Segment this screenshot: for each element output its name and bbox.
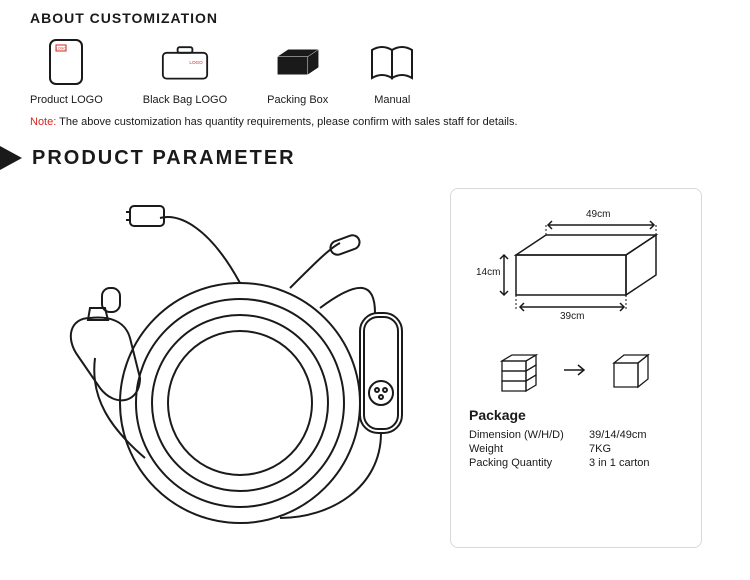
custom-item-product-logo: LOGO Product LOGO bbox=[30, 38, 103, 106]
single-carton-icon bbox=[608, 347, 654, 393]
custom-item-packing-box: Packing Box bbox=[267, 38, 328, 106]
lower-area: 49cm 14cm 39cm bbox=[30, 188, 720, 548]
note-prefix: Note: bbox=[30, 116, 56, 128]
dim-depth-label: 39cm bbox=[560, 311, 584, 322]
pkg-key: Packing Quantity bbox=[469, 457, 589, 469]
custom-item-black-bag: LOGO Black Bag LOGO bbox=[143, 38, 227, 106]
package-title: Package bbox=[469, 407, 683, 423]
package-panel: 49cm 14cm 39cm bbox=[450, 188, 702, 548]
custom-label: Black Bag LOGO bbox=[143, 94, 227, 106]
package-carton-row bbox=[469, 347, 683, 393]
stacked-cartons-icon bbox=[498, 347, 544, 393]
black-bag-icon: LOGO bbox=[161, 38, 209, 86]
pkg-key: Dimension (W/H/D) bbox=[469, 429, 589, 441]
svg-text:LOGO: LOGO bbox=[56, 47, 66, 51]
custom-label: Product LOGO bbox=[30, 94, 103, 106]
dim-height-label: 14cm bbox=[476, 267, 500, 278]
product-diagram bbox=[30, 188, 430, 548]
customization-row: LOGO Product LOGO LOGO Black Bag LOGO bbox=[30, 38, 720, 106]
about-customization-heading: ABOUT CUSTOMIZATION bbox=[30, 10, 720, 26]
custom-item-manual: Manual bbox=[368, 38, 416, 106]
custom-label: Packing Box bbox=[267, 94, 328, 106]
customization-note: Note: The above customization has quanti… bbox=[30, 116, 720, 128]
packing-box-icon bbox=[274, 38, 322, 86]
product-logo-icon: LOGO bbox=[42, 38, 90, 86]
note-text: The above customization has quantity req… bbox=[56, 116, 517, 128]
pkg-val: 7KG bbox=[589, 443, 683, 455]
product-parameter-heading: PRODUCT PARAMETER bbox=[32, 147, 296, 170]
pkg-val: 3 in 1 carton bbox=[589, 457, 683, 469]
pkg-key: Weight bbox=[469, 443, 589, 455]
svg-text:LOGO: LOGO bbox=[189, 60, 203, 65]
custom-label: Manual bbox=[374, 94, 410, 106]
pkg-val: 39/14/49cm bbox=[589, 429, 683, 441]
manual-icon bbox=[368, 38, 416, 86]
package-table: Dimension (W/H/D) 39/14/49cm Weight 7KG … bbox=[469, 429, 683, 469]
product-parameter-banner: PRODUCT PARAMETER bbox=[0, 146, 720, 170]
package-dimension-diagram: 49cm 14cm 39cm bbox=[476, 205, 676, 335]
banner-arrow-icon bbox=[0, 146, 22, 170]
arrow-right-icon bbox=[562, 363, 590, 377]
dim-width-label: 49cm bbox=[586, 209, 610, 220]
